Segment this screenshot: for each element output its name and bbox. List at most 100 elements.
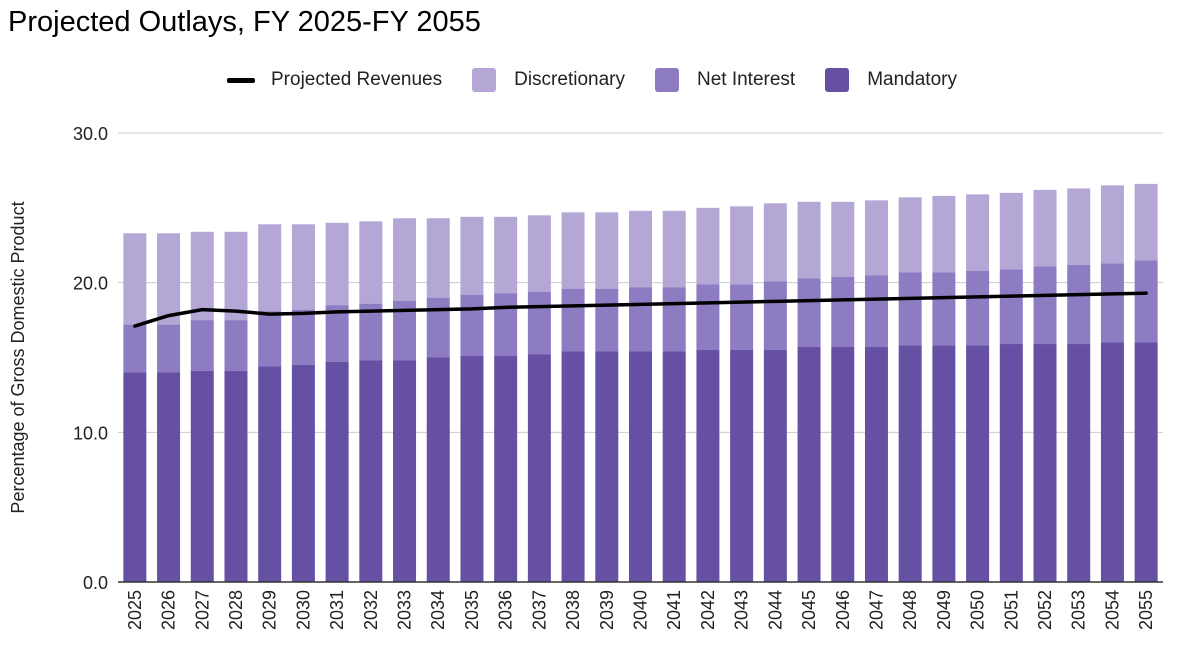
bar-mandatory-2038 — [561, 351, 585, 582]
bar-mandatory-2025 — [123, 372, 147, 582]
legend-item-mandatory: Mandatory — [825, 68, 957, 92]
x-tick-label: 2055 — [1136, 590, 1156, 630]
bar-net-interest-2049 — [932, 272, 956, 346]
legend-label-discretionary: Discretionary — [514, 69, 625, 90]
x-tick-label: 2046 — [833, 590, 853, 630]
bar-discretionary-2038 — [561, 212, 585, 289]
bar-discretionary-2039 — [595, 212, 619, 289]
bar-discretionary-2050 — [966, 194, 990, 271]
legend-label-projected-revenues: Projected Revenues — [271, 69, 443, 90]
bar-mandatory-2044 — [763, 350, 787, 582]
bar-net-interest-2041 — [662, 287, 686, 352]
bar-mandatory-2037 — [527, 354, 551, 582]
legend-item-projected-revenues: Projected Revenues — [227, 69, 442, 91]
bar-net-interest-2045 — [797, 278, 821, 348]
bar-discretionary-2054 — [1100, 185, 1124, 264]
bar-net-interest-2050 — [966, 270, 990, 346]
bar-net-interest-2026 — [157, 324, 181, 373]
bar-net-interest-2035 — [460, 294, 484, 357]
x-tick-label: 2044 — [765, 590, 785, 630]
bar-mandatory-2033 — [393, 360, 417, 582]
x-tick-label: 2043 — [732, 590, 752, 630]
y-tick-label: 30.0 — [73, 124, 108, 144]
bar-discretionary-2055 — [1134, 183, 1158, 261]
bar-net-interest-2044 — [763, 281, 787, 351]
bar-discretionary-2045 — [797, 201, 821, 279]
bar-mandatory-2040 — [629, 351, 652, 582]
bar-mandatory-2052 — [1033, 344, 1057, 582]
x-tick-label: 2036 — [496, 590, 516, 630]
legend-swatch-projected-revenues — [227, 77, 255, 83]
chart-title: Projected Outlays, FY 2025-FY 2055 — [8, 6, 481, 38]
x-tick-label: 2033 — [395, 590, 415, 630]
bar-discretionary-2047 — [864, 200, 888, 276]
bar-mandatory-2045 — [797, 347, 821, 582]
y-tick-label: 20.0 — [73, 274, 108, 294]
bar-net-interest-2033 — [393, 300, 417, 361]
x-tick-label: 2050 — [968, 590, 988, 630]
chart-legend: Projected Revenues Discretionary Net Inter… — [0, 68, 1184, 92]
bar-discretionary-2040 — [629, 210, 652, 288]
bar-net-interest-2027 — [190, 320, 214, 371]
bar-mandatory-2042 — [696, 350, 720, 582]
bar-discretionary-2052 — [1033, 189, 1057, 267]
legend-swatch-net-interest — [654, 68, 679, 92]
legend-swatch-mandatory — [825, 68, 850, 92]
bar-net-interest-2046 — [831, 276, 855, 348]
bar-mandatory-2029 — [258, 366, 282, 582]
bar-net-interest-2048 — [898, 272, 922, 346]
x-tick-label: 2037 — [529, 590, 549, 630]
bar-discretionary-2044 — [763, 203, 787, 282]
x-tick-label: 2051 — [1001, 590, 1021, 630]
bar-mandatory-2047 — [864, 347, 888, 582]
bar-discretionary-2025 — [123, 233, 147, 325]
x-tick-label: 2034 — [428, 590, 448, 630]
bar-net-interest-2047 — [864, 275, 888, 348]
bar-mandatory-2039 — [595, 351, 619, 582]
bar-net-interest-2039 — [595, 288, 619, 352]
bar-discretionary-2051 — [999, 192, 1023, 270]
bar-net-interest-2029 — [258, 311, 282, 367]
bar-mandatory-2036 — [494, 356, 518, 582]
bar-discretionary-2028 — [224, 231, 248, 321]
bar-mandatory-2046 — [831, 347, 855, 582]
x-tick-label: 2047 — [866, 590, 886, 630]
bar-net-interest-2032 — [359, 303, 383, 361]
bar-discretionary-2026 — [157, 233, 181, 325]
bar-mandatory-2041 — [662, 351, 686, 582]
bar-net-interest-2034 — [426, 297, 450, 358]
x-tick-label: 2053 — [1069, 590, 1089, 630]
bar-net-interest-2055 — [1134, 260, 1158, 343]
bar-mandatory-2031 — [325, 361, 349, 582]
x-tick-label: 2027 — [192, 590, 212, 630]
x-tick-label: 2026 — [159, 590, 179, 630]
bar-net-interest-2040 — [629, 287, 652, 352]
bar-net-interest-2037 — [527, 291, 551, 355]
x-tick-label: 2041 — [664, 590, 684, 630]
bar-discretionary-2031 — [325, 222, 349, 306]
legend-item-discretionary: Discretionary — [472, 68, 625, 92]
bar-mandatory-2034 — [426, 357, 450, 582]
bar-mandatory-2048 — [898, 345, 922, 582]
bar-mandatory-2043 — [730, 350, 754, 582]
legend-label-mandatory: Mandatory — [867, 69, 957, 90]
y-axis-label: Percentage of Gross Domestic Product — [8, 201, 28, 513]
bar-mandatory-2027 — [190, 370, 214, 582]
bar-discretionary-2030 — [291, 224, 315, 310]
bar-discretionary-2048 — [898, 197, 922, 273]
x-tick-label: 2035 — [462, 590, 482, 630]
bar-net-interest-2025 — [123, 324, 147, 373]
bar-mandatory-2035 — [460, 356, 484, 582]
legend-label-net-interest: Net Interest — [696, 69, 796, 90]
x-tick-label: 2039 — [597, 590, 617, 630]
bar-net-interest-2031 — [325, 305, 349, 362]
x-tick-label: 2049 — [934, 590, 954, 630]
x-tick-label: 2029 — [260, 590, 280, 630]
bar-discretionary-2041 — [662, 210, 686, 288]
line-projected-revenues — [133, 291, 1148, 328]
bar-net-interest-2038 — [561, 288, 585, 352]
bar-mandatory-2026 — [157, 372, 181, 582]
bar-mandatory-2051 — [999, 344, 1023, 582]
bar-net-interest-2043 — [730, 284, 754, 351]
